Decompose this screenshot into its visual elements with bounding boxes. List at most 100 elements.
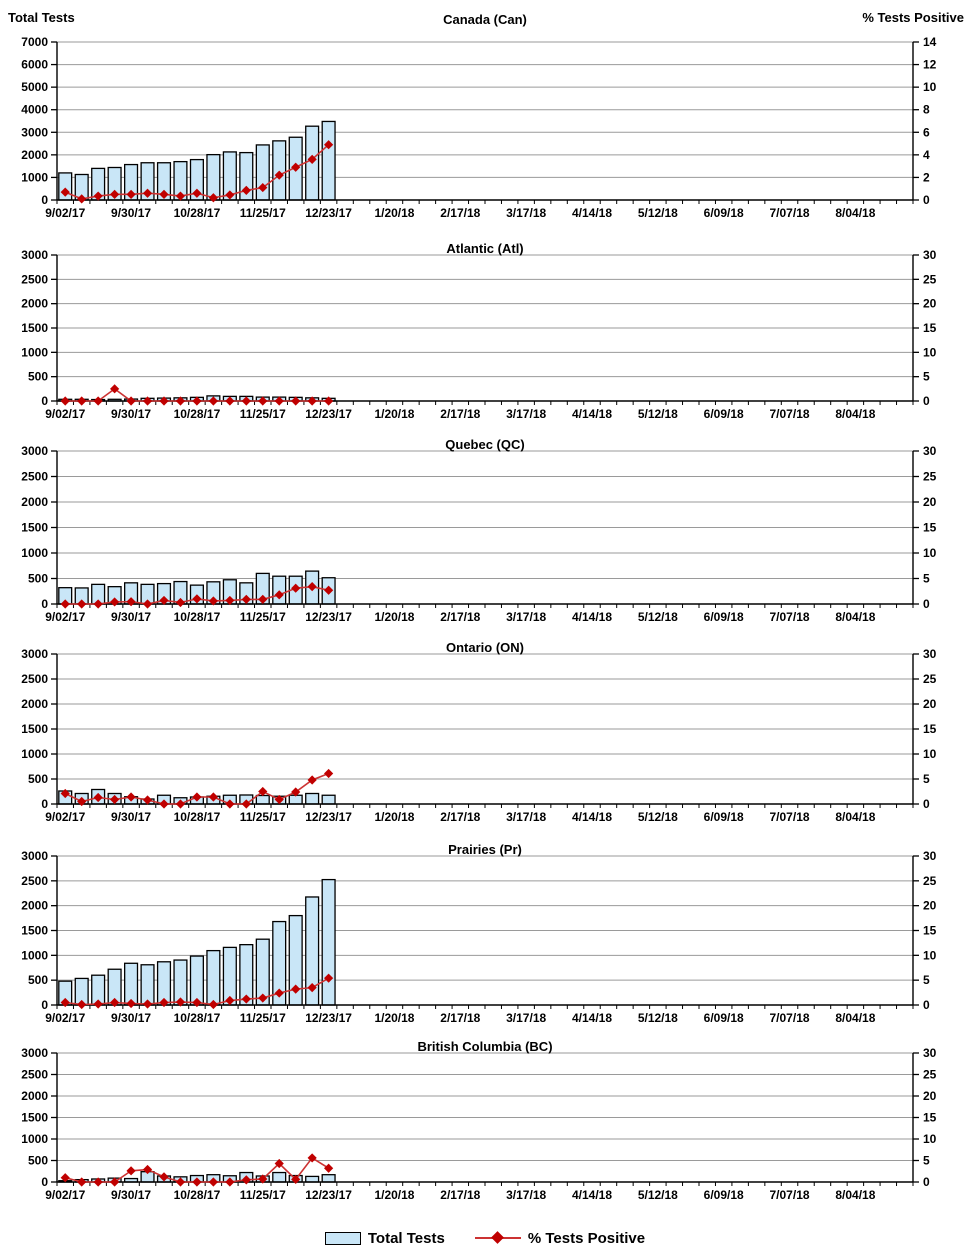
- pct-markers: [60, 582, 334, 609]
- tick-label: 20: [923, 297, 937, 311]
- diamond-marker: [307, 775, 317, 785]
- bar: [272, 140, 287, 201]
- diamond-marker: [208, 596, 218, 606]
- diamond-marker: [258, 594, 268, 605]
- tick-label: 10/28/17: [174, 206, 221, 220]
- diamond-marker: [110, 384, 120, 394]
- diamond-marker: [60, 1173, 70, 1183]
- axes: 0 500 1000 1500 2000 2500 3000 0 5 10 15 20 25 30 9/02…: [21, 849, 936, 1025]
- tick-label: 1500: [21, 521, 48, 535]
- tick-label: 6/09/18: [704, 610, 744, 624]
- tick-label: 10: [923, 1132, 937, 1146]
- diamond-marker: [324, 1163, 334, 1173]
- diamond-marker: [192, 188, 202, 198]
- diamond-marker: [126, 792, 136, 802]
- tick-label: 30: [923, 1046, 937, 1060]
- bar: [321, 120, 336, 201]
- diamond-marker: [241, 799, 251, 809]
- diamond-marker: [291, 787, 301, 797]
- tick-label: 15: [923, 722, 937, 736]
- legend-item-total-tests: Total Tests: [324, 1230, 445, 1247]
- diamond-marker: [60, 599, 70, 609]
- diamond-marker: [77, 396, 87, 406]
- diamond-marker: [192, 1177, 202, 1187]
- diamond-marker: [175, 597, 186, 608]
- left-axis-title: Total Tests: [8, 10, 75, 25]
- diamond-marker: [258, 182, 268, 193]
- tick-label: 4/14/18: [572, 1011, 612, 1025]
- tick-label: 4/14/18: [572, 206, 612, 220]
- tick-label: 5: [923, 973, 930, 987]
- tick-label: 2/17/18: [440, 610, 480, 624]
- diamond-marker: [93, 999, 103, 1009]
- tick-label: 2500: [21, 1068, 48, 1082]
- tick-label: 0: [41, 797, 48, 811]
- tick-label: 9/02/17: [45, 206, 85, 220]
- diamond-marker: [225, 1177, 235, 1187]
- bar: [255, 794, 270, 805]
- tick-label: 0: [41, 998, 48, 1012]
- tick-label: 0: [923, 998, 930, 1012]
- tick-label: 0: [923, 797, 930, 811]
- tick-label: 15: [923, 321, 937, 335]
- bars-series: [58, 120, 336, 201]
- tick-label: 5: [923, 1154, 930, 1168]
- tick-label: 15: [923, 924, 937, 938]
- diamond-marker: [159, 1172, 169, 1182]
- diamond-marker: [225, 190, 235, 200]
- diamond-marker: [159, 396, 169, 406]
- tick-label: 500: [28, 572, 48, 586]
- tick-label: 10/28/17: [174, 810, 221, 824]
- pct-markers: [60, 768, 334, 809]
- bars-series: [58, 878, 336, 1006]
- pct-markers: [60, 384, 334, 406]
- diamond-marker: [175, 191, 186, 201]
- tick-label: 10: [923, 345, 937, 359]
- tick-label: 9/02/17: [45, 1011, 85, 1025]
- tick-label: 6/09/18: [704, 810, 744, 824]
- tick-label: 9/30/17: [111, 810, 151, 824]
- tick-label: 6/09/18: [704, 1011, 744, 1025]
- gridlines: [57, 41, 913, 178]
- diamond-marker: [142, 188, 153, 198]
- tick-label: 2/17/18: [440, 407, 480, 421]
- right-axis-title: % Tests Positive: [862, 10, 964, 25]
- axes: 0 500 1000 1500 2000 2500 3000 0 5 10 15 20 25 30 9/02…: [21, 647, 936, 824]
- diamond-marker: [324, 973, 334, 983]
- diamond-marker: [192, 792, 202, 802]
- diamond-marker: [241, 994, 251, 1004]
- tick-label: 14: [923, 35, 937, 49]
- tick-label: 1000: [21, 170, 48, 184]
- tick-label: 8/04/18: [835, 810, 875, 824]
- tick-label: 1000: [21, 1132, 48, 1146]
- diamond-marker: [324, 768, 334, 779]
- tick-label: 1500: [21, 1111, 48, 1125]
- tick-label: 9/30/17: [111, 206, 151, 220]
- legend-label-pct-positive: % Tests Positive: [527, 1229, 646, 1247]
- tick-label: 6/09/18: [704, 206, 744, 220]
- tick-label: 10/28/17: [174, 407, 221, 421]
- legend: Total Tests % Tests Positive: [0, 1224, 970, 1252]
- tick-label: 12/23/17: [305, 407, 352, 421]
- chart-5: 0 500 1000 1500 2000 2500 3000 0 5 10 15 20 25 30 9/02…: [21, 1046, 936, 1202]
- tick-label: 5/12/18: [638, 1188, 678, 1202]
- chart-0: 0 1000 2000 3000 4000 5000 6000 7000 0 2 4 6 8 10 12 14…: [21, 35, 936, 220]
- diamond-marker: [159, 997, 169, 1008]
- diamond-marker: [175, 1177, 186, 1187]
- tick-label: 5/12/18: [638, 206, 678, 220]
- tick-label: 4/14/18: [572, 1188, 612, 1202]
- bar: [272, 575, 287, 605]
- diamond-marker: [175, 997, 186, 1007]
- tick-label: 1000: [21, 546, 48, 560]
- diamond-marker: [126, 998, 136, 1009]
- diamond-marker: [241, 185, 251, 196]
- diamond-marker: [77, 599, 87, 609]
- diamond-marker: [291, 396, 301, 406]
- tick-label: 7/07/18: [770, 206, 810, 220]
- tick-label: 3000: [21, 849, 48, 863]
- diamond-marker: [258, 396, 268, 406]
- tick-label: 25: [923, 272, 937, 286]
- diamond-marker: [142, 999, 153, 1009]
- axes: 0 500 1000 1500 2000 2500 3000 0 5 10 15 20 25 30 9/02…: [21, 248, 936, 421]
